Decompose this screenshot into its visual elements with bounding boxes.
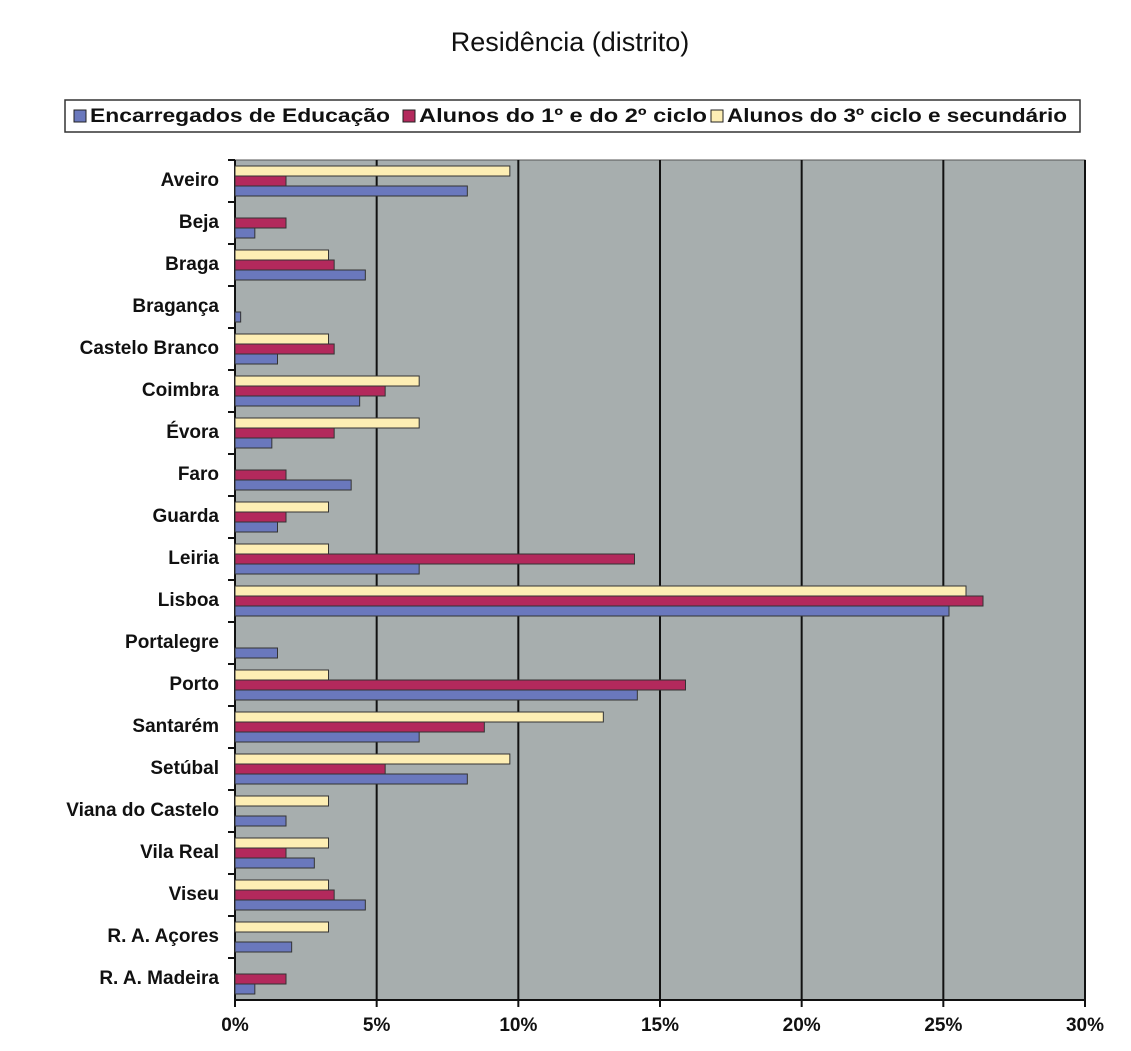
x-tick-label: 5% (363, 1015, 391, 1036)
bar (234, 227, 256, 239)
bar (234, 333, 329, 345)
y-tick-label: Guarda (152, 506, 219, 527)
bar (234, 647, 278, 659)
bar (234, 689, 638, 701)
bar (234, 269, 366, 281)
x-tick-label: 0% (221, 1015, 249, 1036)
legend-swatch (73, 109, 87, 123)
bar (234, 585, 967, 597)
legend-swatch (402, 109, 416, 123)
bar (234, 721, 485, 733)
bar (234, 553, 635, 565)
bar (234, 605, 950, 617)
bar (234, 753, 511, 765)
bar (234, 343, 335, 355)
bar (234, 437, 273, 449)
bar (234, 563, 420, 575)
y-tick-label: Viana do Castelo (66, 800, 219, 821)
bar (234, 973, 287, 985)
bar (234, 731, 420, 743)
bar (234, 427, 335, 439)
bar (234, 795, 329, 807)
bar (234, 679, 686, 691)
y-tick-label: Coimbra (142, 380, 220, 401)
legend-label: Alunos do 1º e do 2º ciclo (419, 106, 707, 127)
y-tick-label: Leiria (168, 548, 219, 569)
x-tick-label: 30% (1066, 1015, 1104, 1036)
y-tick-label: Castelo Branco (80, 338, 219, 359)
bar (234, 837, 329, 849)
bar (234, 773, 468, 785)
bar (234, 259, 335, 271)
bar (234, 385, 386, 397)
bar (234, 899, 366, 911)
bar (234, 763, 386, 775)
bar (234, 983, 256, 995)
bar (234, 815, 287, 827)
y-tick-label: Évora (166, 421, 219, 443)
y-tick-label: Santarém (132, 716, 219, 737)
bar (234, 375, 420, 387)
bar (234, 921, 329, 933)
bar (234, 249, 329, 261)
bar (234, 479, 352, 491)
bar (234, 543, 329, 555)
bar (234, 501, 329, 513)
y-tick-label: Vila Real (140, 842, 219, 863)
bar (234, 311, 242, 323)
y-tick-label: Lisboa (158, 590, 220, 611)
bar (234, 941, 293, 953)
y-tick-label: Portalegre (125, 632, 219, 653)
x-tick-label: 25% (924, 1015, 962, 1036)
bar (234, 175, 287, 187)
bar (234, 217, 287, 229)
bar (234, 847, 287, 859)
bar (234, 889, 335, 901)
x-tick-label: 20% (783, 1015, 821, 1036)
bar (234, 185, 468, 197)
bar (234, 165, 511, 177)
bar (234, 879, 329, 891)
legend-label: Alunos do 3º ciclo e secundário (727, 106, 1067, 127)
y-tick-label: R. A. Madeira (99, 968, 219, 989)
bar (234, 857, 315, 869)
y-tick-label: Beja (179, 212, 220, 233)
y-tick-label: Faro (178, 464, 219, 485)
bar (234, 521, 278, 533)
bar (234, 595, 984, 607)
x-tick-label: 10% (499, 1015, 537, 1036)
y-tick-label: Braga (165, 254, 219, 275)
bar (234, 395, 361, 407)
chart-title: Residência (distrito) (451, 27, 690, 57)
bar (234, 511, 287, 523)
legend-box (64, 99, 1081, 133)
legend-label: Encarregados de Educação (90, 106, 390, 127)
bar (234, 353, 278, 365)
bar (234, 469, 287, 481)
bar (234, 417, 420, 429)
x-tick-label: 15% (641, 1015, 679, 1036)
bar (234, 711, 604, 723)
y-tick-label: Bragança (132, 296, 219, 317)
y-tick-label: Setúbal (150, 758, 219, 779)
y-tick-label: Porto (169, 674, 219, 695)
y-tick-label: Aveiro (161, 170, 219, 191)
bar (234, 669, 329, 681)
legend-swatch (710, 109, 724, 123)
y-tick-label: R. A. Açores (107, 926, 219, 947)
y-tick-label: Viseu (169, 884, 219, 905)
